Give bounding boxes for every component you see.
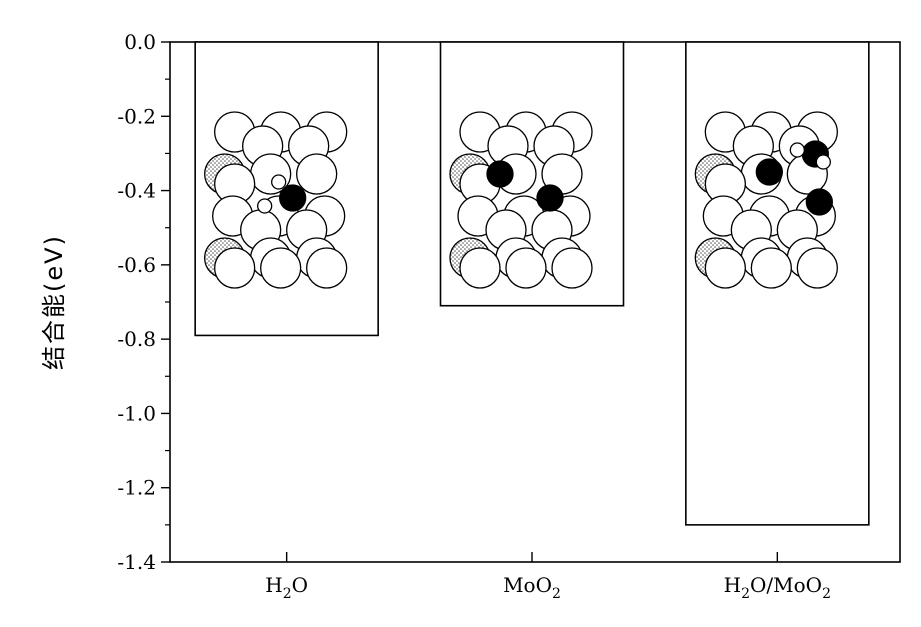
atom: [505, 247, 547, 289]
subscript: 2: [822, 586, 831, 602]
y-tick-label: -1.0: [117, 401, 156, 425]
adsorbate-atom-light: [271, 174, 287, 190]
atom: [260, 247, 302, 289]
atom: [214, 247, 256, 289]
x-category-label: H2O: [265, 573, 308, 602]
y-tick-label: -0.6: [117, 253, 156, 277]
atomic-structure-3: [694, 111, 838, 289]
atom: [296, 153, 338, 195]
atom: [306, 247, 348, 289]
y-tick-label: -1.4: [117, 550, 156, 574]
atom: [551, 247, 593, 289]
label-text: O: [292, 573, 308, 597]
atom: [459, 247, 501, 289]
subscript: 2: [283, 586, 292, 602]
atom: [750, 247, 792, 289]
y-tick-label: -1.2: [117, 476, 156, 500]
y-tick-label: -0.4: [117, 179, 156, 203]
structure-insets: [204, 111, 838, 289]
adsorbate-atom-dark: [755, 158, 783, 186]
label-text: O/MoO: [750, 573, 822, 597]
adsorbate-atom-light: [815, 154, 831, 170]
label-text: H: [724, 573, 741, 597]
atom: [796, 247, 838, 289]
x-category-label: H2O/MoO2: [724, 573, 831, 602]
x-category-label: MoO2: [503, 573, 561, 602]
subscript: 2: [741, 586, 750, 602]
y-tick-label: 0.0: [124, 30, 156, 54]
atomic-structure-1: [204, 111, 348, 289]
adsorbate-atom-dark: [279, 184, 307, 212]
y-axis: 0.0 -0.2 -0.4 -0.6 -0.8 -1.0 -1.2 -1.4: [117, 30, 170, 574]
adsorbate-atom-dark: [536, 184, 564, 212]
atomic-structure-2: [449, 111, 593, 289]
label-text: H: [265, 573, 282, 597]
label-text: MoO: [503, 573, 552, 597]
adsorbate-atom-dark: [486, 160, 514, 188]
subscript: 2: [552, 586, 561, 602]
y-tick-label: -0.2: [117, 104, 156, 128]
atom: [704, 247, 746, 289]
adsorbate-atom-dark: [805, 188, 833, 216]
y-tick-label: -0.8: [117, 327, 156, 351]
y-axis-title: 结合能(eV): [40, 234, 68, 370]
x-axis: H2O MoO2 H2O/MoO2: [265, 552, 831, 602]
adsorbate-atom-light: [257, 198, 273, 214]
adsorbate-atom-light: [789, 142, 805, 158]
